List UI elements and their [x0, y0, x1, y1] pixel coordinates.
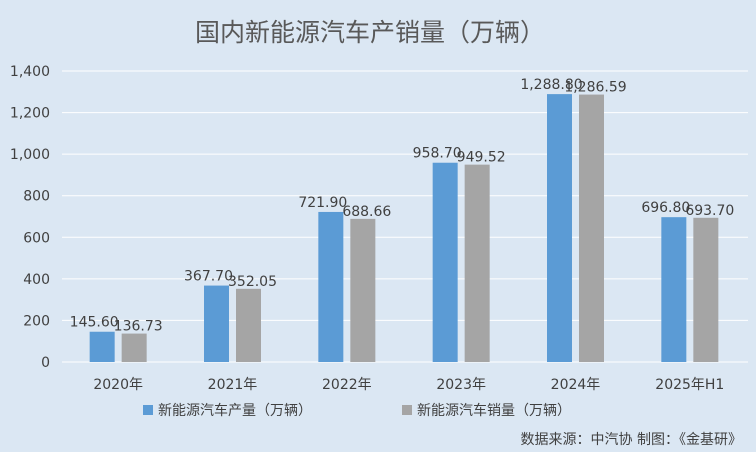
legend-swatch: [402, 405, 412, 415]
y-tick-label: 0: [41, 355, 50, 371]
bar-sales: [464, 164, 490, 362]
x-tick-label: 2022年: [322, 377, 372, 393]
chart-title: 国内新能源汽车产销量（万辆）: [195, 18, 545, 47]
bar-production: [432, 162, 458, 362]
data-label: 688.66: [342, 204, 391, 220]
x-tick-label: 2024年: [551, 377, 601, 393]
y-tick-label: 1,000: [10, 147, 50, 163]
x-axis: 2020年 2021年 2022年 2023年 2024年 2025年H1: [93, 377, 724, 393]
y-axis: 0 200 400 600 800 1,000 1,200 1,400: [10, 64, 50, 371]
data-label: 693.70: [685, 203, 734, 219]
y-tick-label: 1,400: [10, 64, 50, 80]
legend-label: 新能源汽车销量（万辆）: [417, 402, 571, 419]
legend: 新能源汽车产量（万辆） 新能源汽车销量（万辆）: [143, 402, 571, 419]
x-tick-label: 2020年: [93, 377, 143, 393]
data-label: 367.70: [184, 269, 233, 285]
data-label: 1,286.59: [564, 80, 626, 96]
x-tick-label: 2025年H1: [655, 377, 724, 393]
bar-sales: [579, 94, 604, 362]
y-tick-label: 200: [23, 313, 50, 329]
y-tick-label: 400: [23, 272, 50, 288]
legend-label: 新能源汽车产量（万辆）: [158, 402, 312, 419]
source-note: 数据来源：中汽协 制图：《金基研》: [521, 431, 742, 448]
bar-sales: [236, 288, 261, 362]
bar-production: [661, 217, 687, 362]
x-tick-label: 2023年: [436, 377, 486, 393]
bar-sales: [350, 218, 376, 362]
bar-production: [547, 94, 572, 363]
y-tick-label: 600: [23, 230, 50, 246]
y-tick-label: 1,200: [10, 106, 50, 122]
x-tick-label: 2021年: [208, 377, 258, 393]
grid-lines: [62, 70, 748, 363]
data-label: 352.05: [228, 274, 277, 290]
data-label: 958.70: [413, 146, 462, 162]
bar-production: [318, 211, 344, 362]
data-label: 1,288.80: [520, 77, 582, 93]
data-label: 136.73: [114, 319, 163, 335]
data-label: 145.60: [70, 315, 119, 331]
y-tick-label: 800: [23, 189, 50, 205]
data-label: 949.52: [457, 150, 506, 166]
bar-sales: [121, 333, 147, 362]
bar-production: [204, 285, 229, 362]
bar-production: [89, 331, 115, 362]
legend-swatch: [143, 405, 153, 415]
data-label: 696.80: [641, 200, 690, 216]
bar-sales: [693, 217, 719, 362]
data-label: 721.90: [298, 195, 347, 211]
